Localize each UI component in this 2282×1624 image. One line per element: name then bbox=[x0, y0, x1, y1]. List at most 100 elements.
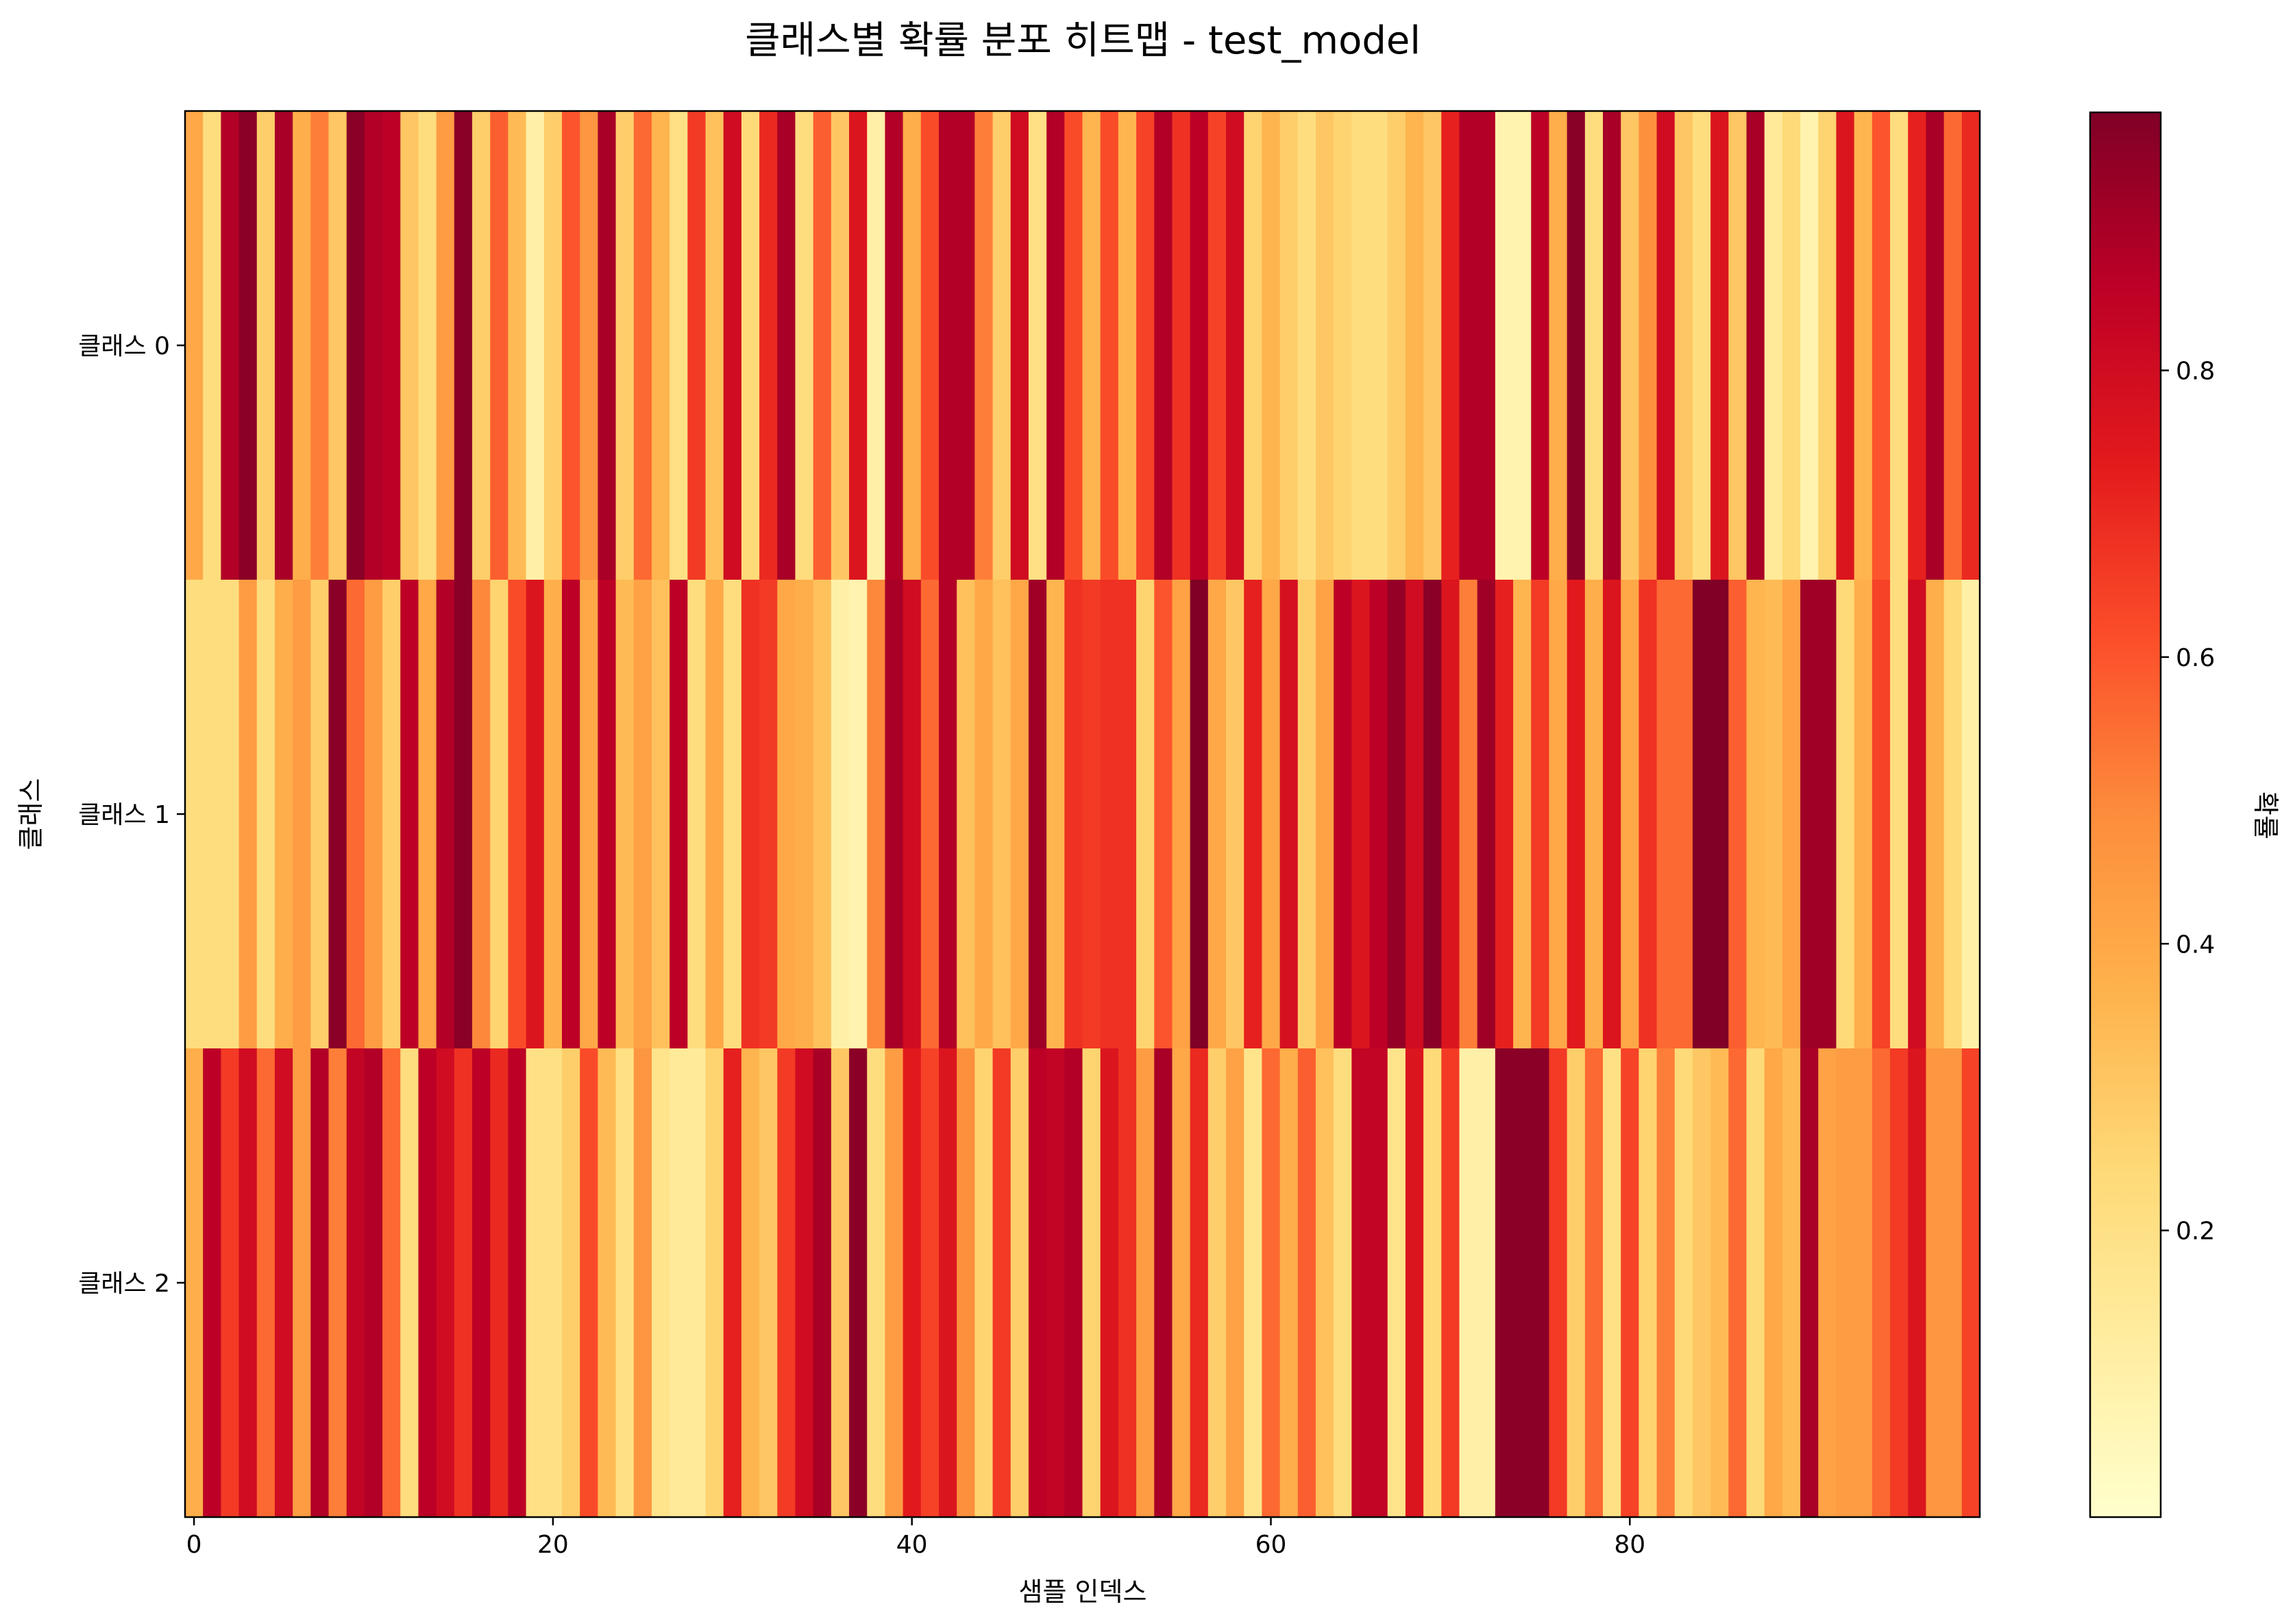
heatmap-cell bbox=[1046, 580, 1065, 1049]
heatmap-cell bbox=[1961, 111, 1980, 580]
heatmap-cell bbox=[741, 1048, 760, 1518]
heatmap-cell bbox=[633, 580, 652, 1049]
heatmap-cell bbox=[221, 580, 240, 1049]
heatmap-cell bbox=[885, 111, 904, 580]
heatmap-cell bbox=[1495, 580, 1514, 1049]
heatmap-cell bbox=[831, 580, 850, 1049]
heatmap-cell bbox=[328, 580, 347, 1049]
heatmap-cell bbox=[1692, 580, 1711, 1049]
heatmap-cell bbox=[256, 111, 275, 580]
heatmap-cell bbox=[561, 1048, 580, 1518]
heatmap-cell bbox=[1710, 580, 1729, 1049]
heatmap-cell bbox=[1459, 580, 1478, 1049]
heatmap-cell bbox=[543, 1048, 563, 1518]
heatmap-cell bbox=[1459, 1048, 1478, 1518]
heatmap-cell bbox=[490, 1048, 509, 1518]
heatmap-cell bbox=[274, 111, 293, 580]
heatmap-cell bbox=[1584, 111, 1604, 580]
heatmap-cell bbox=[454, 580, 473, 1049]
heatmap-cell bbox=[1926, 111, 1945, 580]
x-tick-label: 0 bbox=[186, 1531, 202, 1559]
heatmap-cell bbox=[490, 111, 509, 580]
heatmap-cell bbox=[1782, 580, 1801, 1049]
heatmap-cell bbox=[1531, 1048, 1550, 1518]
heatmap-cell bbox=[1136, 580, 1155, 1049]
heatmap-cell bbox=[723, 580, 742, 1049]
heatmap-cell bbox=[400, 1048, 419, 1518]
heatmap-cell bbox=[346, 1048, 365, 1518]
heatmap-cell bbox=[328, 1048, 347, 1518]
heatmap-cell bbox=[974, 1048, 994, 1518]
heatmap-cell bbox=[1567, 580, 1586, 1049]
heatmap-cell bbox=[687, 111, 707, 580]
heatmap-cell bbox=[813, 580, 832, 1049]
heatmap-cell bbox=[1818, 580, 1837, 1049]
y-axis-label: 클래스 bbox=[16, 778, 46, 850]
heatmap-cell bbox=[1226, 111, 1244, 580]
heatmap-cell bbox=[1334, 1048, 1352, 1518]
heatmap-cell bbox=[1872, 111, 1891, 580]
heatmap-cell bbox=[364, 1048, 383, 1518]
heatmap-cell bbox=[543, 111, 563, 580]
heatmap-cell bbox=[633, 111, 652, 580]
heatmap-cell bbox=[203, 111, 221, 580]
heatmap-cell bbox=[1692, 111, 1711, 580]
heatmap-cell bbox=[185, 111, 204, 580]
heatmap-cell bbox=[723, 1048, 742, 1518]
heatmap-cell bbox=[1603, 111, 1621, 580]
heatmap-cell bbox=[1710, 111, 1729, 580]
colorbar-tick-label: 0.4 bbox=[2176, 931, 2215, 959]
y-tick-label: 클래스 2 bbox=[78, 1270, 170, 1298]
heatmap-cell bbox=[508, 580, 527, 1049]
heatmap-cell bbox=[1064, 580, 1083, 1049]
heatmap-cell bbox=[1890, 580, 1909, 1049]
heatmap-cell bbox=[238, 580, 258, 1049]
heatmap-cell bbox=[920, 111, 940, 580]
heatmap-cell bbox=[1764, 111, 1783, 580]
heatmap-cell bbox=[867, 111, 886, 580]
colorbar bbox=[2089, 111, 2162, 1518]
heatmap-cell bbox=[1154, 580, 1173, 1049]
heatmap-cell bbox=[1010, 111, 1029, 580]
heatmap-cell bbox=[328, 111, 347, 580]
heatmap-cell bbox=[1423, 580, 1442, 1049]
heatmap-cell bbox=[364, 580, 383, 1049]
heatmap-cell bbox=[813, 111, 832, 580]
heatmap-cell bbox=[831, 1048, 850, 1518]
heatmap-cell bbox=[651, 111, 670, 580]
heatmap-cell bbox=[1334, 111, 1352, 580]
heatmap-cell bbox=[1639, 1048, 1658, 1518]
heatmap-cell bbox=[1136, 1048, 1155, 1518]
heatmap-cell bbox=[1549, 1048, 1568, 1518]
heatmap-cell bbox=[598, 1048, 617, 1518]
heatmap-cell bbox=[849, 111, 868, 580]
heatmap-cell bbox=[1639, 111, 1658, 580]
heatmap-cell bbox=[1351, 111, 1371, 580]
heatmap-cell bbox=[1800, 580, 1819, 1049]
heatmap-cell bbox=[382, 580, 401, 1049]
x-tick-label: 40 bbox=[896, 1531, 928, 1559]
heatmap-cell bbox=[759, 1048, 778, 1518]
heatmap-cell bbox=[1423, 111, 1442, 580]
heatmap-cell bbox=[1207, 1048, 1227, 1518]
heatmap-cell bbox=[418, 1048, 437, 1518]
heatmap-cell bbox=[1692, 1048, 1711, 1518]
heatmap-cell bbox=[651, 1048, 670, 1518]
colorbar-tick-label: 0.2 bbox=[2176, 1218, 2215, 1246]
heatmap-cell bbox=[1584, 580, 1604, 1049]
heatmap-cell bbox=[1010, 1048, 1029, 1518]
heatmap-cell bbox=[1961, 580, 1980, 1049]
heatmap-cell bbox=[974, 111, 994, 580]
heatmap-cell bbox=[1082, 111, 1101, 580]
heatmap-cell bbox=[1621, 1048, 1639, 1518]
heatmap-cell bbox=[957, 111, 975, 580]
heatmap-cell bbox=[849, 1048, 868, 1518]
heatmap-cell bbox=[1926, 1048, 1945, 1518]
heatmap-cell bbox=[1961, 1048, 1980, 1518]
colorbar-ticks: 0.2 0.4 0.6 0.8 bbox=[2161, 358, 2215, 1246]
heatmap-cell bbox=[1728, 580, 1747, 1049]
heatmap-cell bbox=[1441, 111, 1460, 580]
heatmap-cell bbox=[472, 111, 491, 580]
heatmap-cell bbox=[274, 1048, 293, 1518]
heatmap-cell bbox=[1854, 111, 1873, 580]
